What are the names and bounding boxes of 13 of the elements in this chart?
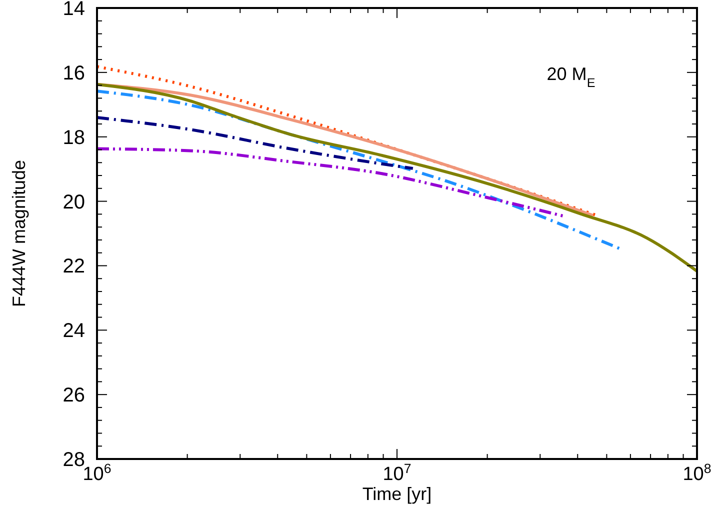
y-tick-label: 18 xyxy=(62,126,85,149)
x-tick-label: 10$^{8}$ xyxy=(682,460,712,485)
y-tick-label: 20 xyxy=(62,191,85,214)
y-tick-label: 22 xyxy=(62,256,85,278)
y-tick-label: 28 xyxy=(62,449,85,471)
y-tick-label: 14 xyxy=(62,0,85,20)
x-axis-title: Time [yr] xyxy=(362,484,432,504)
y-axis-title: F444W magnitude xyxy=(9,160,29,308)
y-tick-label: 26 xyxy=(62,384,85,407)
annotation: 20 M$_{E}$ xyxy=(546,64,596,90)
y-tick-label: 16 xyxy=(62,62,85,84)
y-tick-label: 24 xyxy=(62,320,85,342)
x-tick-label: 10$^{7}$ xyxy=(382,460,412,485)
